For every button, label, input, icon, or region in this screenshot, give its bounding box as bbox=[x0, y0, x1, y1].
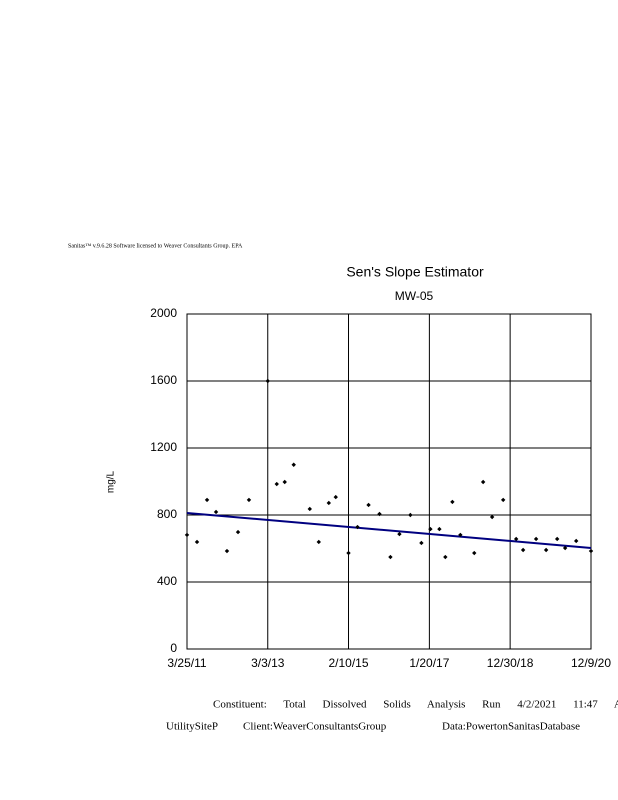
data-point bbox=[450, 499, 455, 505]
data-point bbox=[346, 550, 351, 556]
trend-line bbox=[186, 511, 592, 549]
data-point bbox=[326, 500, 332, 506]
x-tick-label: 1/20/17 bbox=[409, 656, 449, 670]
data-point bbox=[443, 554, 448, 560]
data-point bbox=[489, 514, 495, 520]
y-tick-label: 0 bbox=[170, 641, 177, 655]
data-point bbox=[246, 497, 252, 503]
plot-border bbox=[186, 313, 592, 650]
footer-db: Data:PowertonSanitasDatabase bbox=[442, 721, 580, 733]
data-point bbox=[355, 524, 360, 530]
data-point bbox=[316, 539, 321, 545]
footer-client: Client:WeaverConsultantsGroup bbox=[243, 721, 387, 733]
footer-site: UtilitySiteP bbox=[166, 721, 218, 733]
data-point bbox=[265, 378, 270, 384]
data-point bbox=[554, 536, 560, 542]
data-point bbox=[184, 532, 190, 538]
data-point bbox=[397, 531, 402, 537]
x-tick-label: 3/25/11 bbox=[167, 656, 206, 670]
y-tick-label: 1600 bbox=[150, 373, 177, 387]
chart-title: Sen's Slope Estimator bbox=[346, 264, 484, 280]
data-point bbox=[333, 494, 338, 500]
y-tick-label: 1200 bbox=[150, 440, 177, 454]
data-point bbox=[377, 511, 382, 517]
data-point bbox=[388, 554, 393, 560]
footer-constituent: Constituent: Total Dissolved Solids Anal… bbox=[213, 699, 618, 711]
data-point bbox=[291, 462, 296, 467]
data-point bbox=[588, 548, 594, 554]
x-tick-label: 12/30/18 bbox=[487, 656, 534, 670]
y-tick-label: 400 bbox=[157, 574, 177, 588]
y-tick-label: 2000 bbox=[150, 306, 177, 320]
data-point bbox=[533, 536, 539, 542]
license-text: Sanitas™ v.9.6.28 Software licensed to W… bbox=[68, 242, 243, 249]
chart-subtitle: MW-05 bbox=[395, 289, 434, 303]
data-point bbox=[366, 502, 371, 508]
data-point bbox=[213, 509, 219, 515]
data-point bbox=[224, 548, 230, 554]
data-point bbox=[437, 526, 442, 532]
data-point bbox=[513, 536, 519, 542]
data-point bbox=[428, 526, 433, 532]
data-point bbox=[307, 506, 312, 512]
y-axis-label: mg/L bbox=[106, 470, 117, 493]
data-point bbox=[419, 540, 424, 546]
data-point bbox=[282, 479, 287, 485]
data-point bbox=[520, 547, 526, 553]
data-point bbox=[562, 545, 568, 551]
data-point bbox=[204, 497, 210, 503]
data-point bbox=[408, 512, 413, 518]
data-point bbox=[458, 532, 463, 538]
data-point bbox=[235, 529, 241, 535]
data-point bbox=[274, 481, 279, 487]
data-point bbox=[543, 547, 549, 553]
x-tick-label: 12/9/20 bbox=[571, 656, 611, 670]
data-point bbox=[194, 539, 200, 545]
data-point bbox=[472, 550, 477, 556]
data-point bbox=[480, 479, 486, 485]
x-tick-label: 3/3/13 bbox=[251, 656, 285, 670]
data-point bbox=[573, 538, 579, 544]
x-tick-label: 2/10/15 bbox=[328, 656, 368, 670]
y-tick-label: 800 bbox=[157, 507, 177, 521]
data-point bbox=[500, 497, 506, 503]
